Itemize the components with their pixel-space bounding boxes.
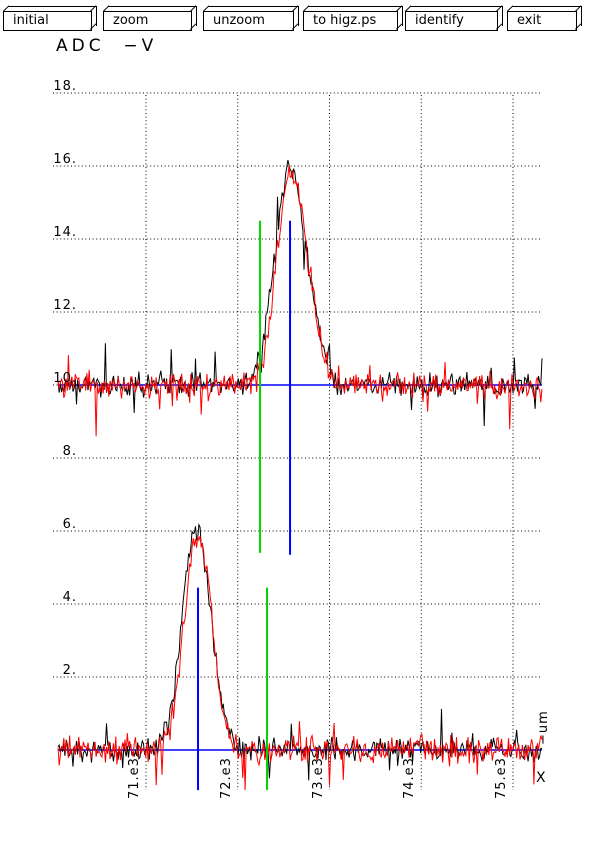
x-tick-label: 72.e3 [218, 757, 234, 799]
y-tick-label: 6. [62, 517, 77, 532]
x-tick-label: 73.e3 [310, 757, 326, 799]
y-tick-label: 8. [62, 444, 77, 459]
x-axis-unit: −um [536, 710, 551, 745]
y-tick-label: 14. [53, 225, 77, 240]
y-axis-title: ADC −V [56, 36, 158, 56]
y-tick-label: 12. [53, 298, 77, 313]
to-higz-ps-button[interactable]: to higz.ps [303, 5, 403, 31]
toolbar: initial zoom unzoom to higz.ps identify … [0, 0, 600, 38]
y-tick-label: 2. [62, 663, 77, 678]
x-axis-title: X [536, 770, 546, 786]
y-tick-label: 10. [53, 371, 77, 386]
x-tick-label: 71.e3 [127, 757, 142, 799]
x-tick-label: 74.e3 [402, 757, 418, 799]
lower-trace-red [57, 535, 543, 791]
upper-trace-red [57, 165, 543, 437]
y-tick-label: 4. [62, 590, 77, 605]
upper-trace-black [57, 159, 543, 427]
x-tick-label: 75.e3 [494, 757, 509, 799]
lower-trace-black [57, 522, 543, 781]
y-tick-label: 16. [53, 152, 77, 167]
y-tick-label: 18. [53, 79, 77, 94]
